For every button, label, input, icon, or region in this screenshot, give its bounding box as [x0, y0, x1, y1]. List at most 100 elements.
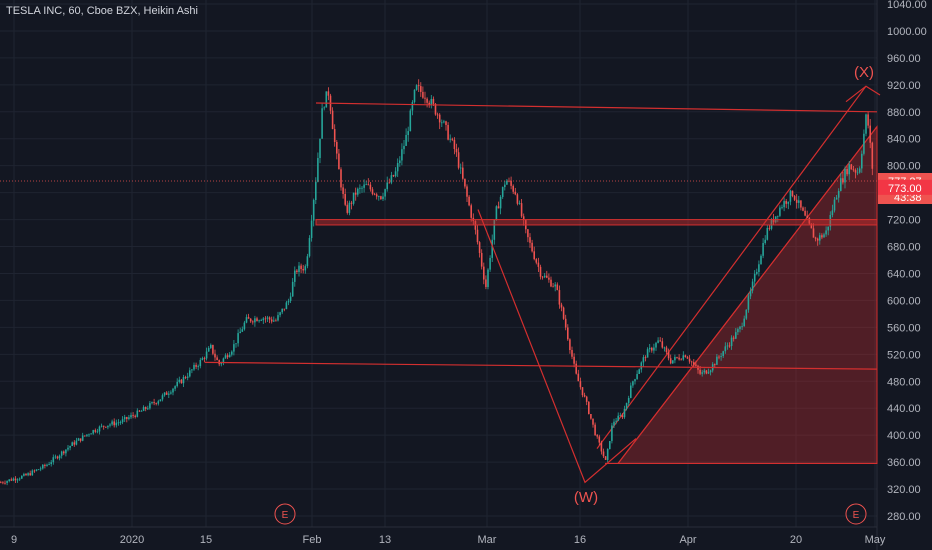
- candle-body: [283, 308, 286, 310]
- candle-body: [390, 175, 393, 183]
- candle-body: [361, 187, 363, 189]
- price-tick-label: 480.00: [887, 376, 921, 388]
- time-tick-label: Feb: [303, 534, 322, 546]
- candle-body: [455, 148, 458, 153]
- candle-body: [550, 279, 552, 287]
- candle-body: [195, 364, 197, 367]
- candle-body: [823, 234, 825, 238]
- time-axis[interactable]: 9 2020 15 Feb 13 Mar 16 Apr 20 May: [11, 534, 886, 546]
- candle-body: [611, 425, 613, 442]
- candle-body: [212, 344, 214, 354]
- candle-body: [33, 470, 36, 472]
- time-tick-label: Mar: [478, 534, 497, 546]
- candle-body: [46, 464, 48, 466]
- candle-body: [804, 210, 806, 216]
- candle-body: [191, 369, 193, 371]
- earnings-marker-label: E: [282, 510, 289, 521]
- candle-body: [625, 402, 628, 409]
- candle-body: [508, 180, 510, 182]
- candle-body: [672, 360, 674, 364]
- candle-body: [67, 447, 69, 450]
- candle-body: [653, 347, 655, 351]
- candle-body: [552, 286, 554, 288]
- candle-body: [609, 441, 611, 450]
- candles: [0, 79, 874, 486]
- candle-body: [693, 362, 695, 365]
- candle-body: [394, 171, 397, 177]
- candle-body: [241, 329, 244, 332]
- price-tick-label: 320.00: [887, 484, 921, 496]
- candle-body: [470, 205, 472, 218]
- candle-body: [709, 370, 712, 373]
- candle-body: [130, 415, 132, 418]
- support-zone: [315, 219, 878, 226]
- candle-body: [262, 318, 265, 321]
- price-tick-label: 840.00: [887, 134, 921, 146]
- candle-body: [340, 169, 342, 188]
- earnings-marker-ring: [845, 503, 867, 525]
- candle-body: [409, 110, 412, 132]
- candle-body: [835, 197, 838, 200]
- candle-body: [273, 320, 275, 322]
- candle-body: [153, 402, 155, 404]
- candle-body: [193, 364, 195, 370]
- candle-body: [852, 169, 855, 171]
- candle-body: [109, 424, 111, 426]
- candle-body: [495, 206, 498, 220]
- candle-body: [867, 114, 869, 126]
- candle-body: [317, 158, 319, 182]
- candle-body: [485, 279, 487, 287]
- candle-body: [504, 184, 506, 188]
- candle-body: [814, 237, 817, 239]
- candle-body: [858, 168, 861, 173]
- candle-body: [510, 180, 512, 186]
- candle-body: [537, 262, 540, 267]
- candle-body: [531, 242, 533, 252]
- candle-body: [833, 199, 836, 211]
- candle-body: [642, 357, 645, 363]
- candle-body: [411, 102, 414, 111]
- candle-body: [102, 425, 105, 427]
- candle-body: [516, 194, 519, 204]
- candle-body: [12, 478, 15, 481]
- candle-body: [357, 188, 359, 195]
- candle-body: [132, 415, 134, 416]
- candle-body: [861, 153, 863, 169]
- chart-grid: [0, 0, 878, 550]
- candle-body: [577, 373, 580, 382]
- candle-body: [756, 272, 758, 274]
- candle-body: [140, 410, 143, 412]
- candle-body: [846, 168, 848, 175]
- candle-body: [205, 351, 208, 359]
- candle-body: [159, 399, 162, 402]
- candle-body: [438, 114, 441, 123]
- time-tick-label: 2020: [120, 534, 144, 546]
- candle-body: [793, 196, 796, 200]
- candle-body: [636, 373, 638, 380]
- candle-body: [604, 456, 607, 460]
- candle-body: [405, 134, 407, 146]
- candle-body: [23, 473, 25, 476]
- channel-drawings[interactable]: [596, 85, 878, 464]
- candle-body: [176, 381, 178, 387]
- candle-body: [464, 178, 466, 187]
- time-tick-label: 20: [790, 534, 802, 546]
- candle-body: [2, 482, 4, 484]
- candle-body: [231, 351, 233, 355]
- trend-lines[interactable]: [0, 85, 881, 484]
- candle-body: [600, 442, 603, 452]
- candle-body: [306, 256, 309, 267]
- price-axis[interactable]: 280.00 320.00 360.00 400.00 440.00 480.00 520.…: [878, 0, 932, 523]
- candle-body: [4, 482, 6, 484]
- candle-body: [602, 451, 605, 457]
- candle-body: [606, 449, 609, 460]
- candle-body: [220, 362, 223, 365]
- time-tick-label: 15: [200, 534, 212, 546]
- candle-body: [375, 194, 378, 197]
- candle-body: [575, 363, 577, 374]
- candle-body: [560, 304, 563, 308]
- candle-body: [107, 425, 109, 428]
- candle-body: [812, 228, 815, 238]
- candle-body: [407, 131, 409, 135]
